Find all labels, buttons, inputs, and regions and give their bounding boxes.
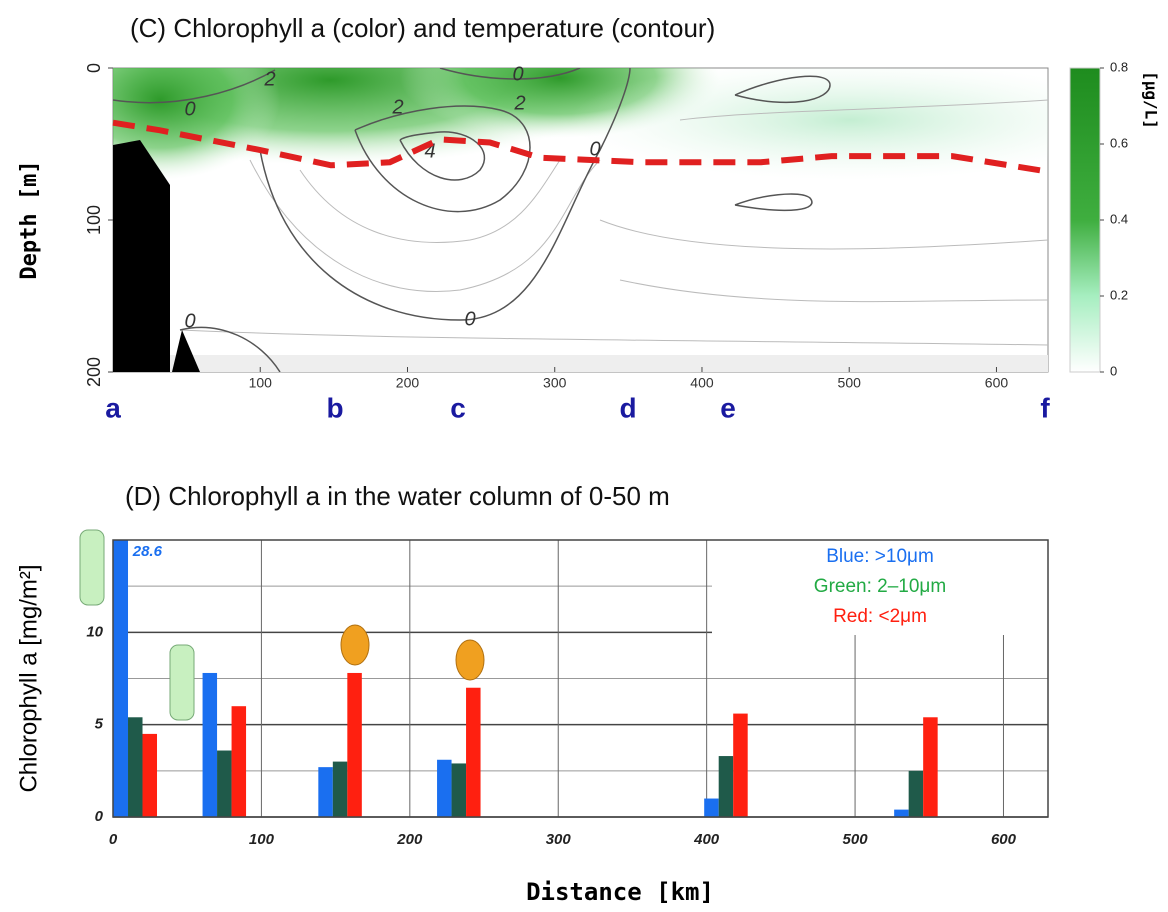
- bar: [704, 798, 719, 817]
- colorbar: [1069, 67, 1101, 373]
- y-tick-label: 200: [84, 357, 104, 387]
- colorbar-tick-label: 0: [1110, 363, 1117, 378]
- legend-entry: Blue: >10μm: [826, 546, 934, 567]
- x-tick-label: 0: [109, 831, 118, 848]
- y-axis-label: Depth [m]: [17, 160, 42, 279]
- bar: [437, 759, 452, 817]
- boundary-line: [112, 119, 1048, 175]
- y-tick-label: 10: [86, 623, 103, 640]
- contour-label: 0: [464, 308, 475, 330]
- plankton-icons: [79, 529, 485, 721]
- bar: [733, 713, 748, 817]
- bar: [202, 672, 218, 817]
- station-label: f: [1040, 392, 1050, 423]
- chart-title: (D) Chlorophyll a in the water column of…: [125, 481, 670, 511]
- x-tick-label: 500: [838, 375, 862, 391]
- x-tick-label: 500: [843, 831, 869, 848]
- y-tick-label: 5: [95, 716, 104, 733]
- bar: [466, 687, 481, 817]
- bar: [217, 750, 232, 817]
- x-axis-label: Distance [km]: [526, 878, 714, 906]
- dinoflagellate-icon: [455, 639, 485, 681]
- x-tick-label: 300: [543, 375, 567, 391]
- panel-c: [112, 67, 1049, 373]
- x-tick-label: 200: [396, 375, 420, 391]
- bar: [142, 733, 158, 817]
- x-tick-label: 400: [690, 375, 714, 391]
- legend-entry: Red: <2μm: [833, 606, 927, 627]
- bar: [923, 717, 938, 817]
- station-label: d: [619, 392, 636, 423]
- x-tick-label: 100: [249, 375, 273, 391]
- diatom-icon: [79, 529, 105, 606]
- bar: [908, 770, 924, 817]
- contour-label: 0: [184, 98, 195, 120]
- x-tick-label: 300: [546, 831, 572, 848]
- colorbar-label: [μg/L]: [1142, 71, 1161, 129]
- station-label: b: [326, 392, 343, 423]
- colorbar-tick-label: 0.4: [1110, 211, 1128, 226]
- bar: [113, 540, 129, 817]
- bar: [332, 761, 348, 817]
- contour-label: 2: [513, 92, 525, 114]
- bar: [894, 809, 909, 817]
- legend-entry: Green: 2–10μm: [814, 576, 946, 597]
- bars: [113, 540, 938, 817]
- contour-label: 4: [424, 140, 435, 162]
- bar: [318, 767, 333, 817]
- x-tick-label: 600: [991, 831, 1017, 848]
- chlorophyll-field: [113, 68, 1048, 372]
- contour-label: 2: [391, 96, 403, 118]
- bar: [347, 672, 362, 817]
- station-label: a: [105, 392, 121, 423]
- legend: [712, 540, 1048, 635]
- station-label: e: [720, 392, 736, 423]
- colorbar-tick-label: 0.2: [1110, 287, 1128, 302]
- bar: [718, 756, 734, 817]
- colorbar-tick-label: 0.6: [1110, 135, 1128, 150]
- y-tick-label: 100: [84, 205, 104, 235]
- station-label: c: [450, 392, 466, 423]
- x-tick-label: 100: [249, 831, 275, 848]
- colorbar-tick-label: 0.8: [1110, 59, 1128, 74]
- bar: [231, 706, 247, 817]
- contour-label: 0: [184, 310, 195, 332]
- dinoflagellate-icon: [340, 624, 370, 666]
- y-tick-label: 0: [84, 63, 104, 73]
- plot-border: [112, 539, 1049, 818]
- bar: [451, 763, 467, 817]
- x-tick-label: 400: [693, 831, 720, 848]
- contour-label: 0: [512, 63, 523, 85]
- x-tick-label: 600: [985, 375, 1009, 391]
- chart-title: (C) Chlorophyll a (color) and temperatur…: [130, 13, 715, 43]
- contour-label: 0: [589, 138, 600, 160]
- bar: [128, 717, 143, 817]
- x-tick-label: 200: [396, 831, 423, 848]
- y-axis-label: Chlorophyll a [mg/m²]: [15, 564, 42, 792]
- contour-label: 2: [263, 68, 275, 90]
- y-tick-label: 0: [95, 808, 104, 825]
- diatom-icon: [169, 644, 195, 721]
- value-label: 28.6: [132, 543, 163, 560]
